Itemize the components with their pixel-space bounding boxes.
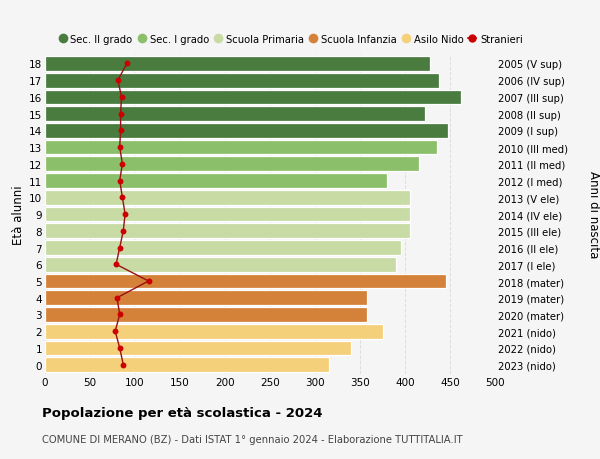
Point <box>113 77 123 84</box>
Bar <box>45 73 439 88</box>
Bar <box>45 90 461 105</box>
Point <box>115 244 125 252</box>
Bar <box>45 324 383 339</box>
Bar <box>45 358 329 372</box>
Point <box>120 211 130 218</box>
Bar <box>45 224 409 239</box>
Text: Popolazione per età scolastica - 2024: Popolazione per età scolastica - 2024 <box>42 406 323 419</box>
Point <box>119 228 128 235</box>
Bar <box>45 291 367 305</box>
Point <box>112 294 122 302</box>
Bar <box>45 257 396 272</box>
Bar <box>45 157 419 172</box>
Bar <box>45 241 401 255</box>
Point <box>115 345 125 352</box>
Bar <box>45 207 409 222</box>
Bar <box>45 341 351 356</box>
Bar <box>45 107 425 122</box>
Point <box>115 144 125 151</box>
Point <box>119 361 128 369</box>
Point <box>116 111 125 118</box>
Point <box>118 194 127 202</box>
Point <box>115 178 125 185</box>
Point <box>110 328 120 335</box>
Point <box>118 161 127 168</box>
Point <box>115 311 125 319</box>
Point <box>116 128 125 135</box>
Bar <box>45 124 448 139</box>
Point <box>112 261 121 269</box>
Y-axis label: Età alunni: Età alunni <box>12 185 25 244</box>
Bar <box>45 274 445 289</box>
Legend: Sec. II grado, Sec. I grado, Scuola Primaria, Scuola Infanzia, Asilo Nido, Stran: Sec. II grado, Sec. I grado, Scuola Prim… <box>55 31 527 49</box>
Point <box>144 278 154 285</box>
Text: COMUNE DI MERANO (BZ) - Dati ISTAT 1° gennaio 2024 - Elaborazione TUTTITALIA.IT: COMUNE DI MERANO (BZ) - Dati ISTAT 1° ge… <box>42 434 463 444</box>
Bar <box>45 308 367 322</box>
Y-axis label: Anni di nascita: Anni di nascita <box>587 171 600 258</box>
Point <box>122 61 132 68</box>
Bar <box>45 140 437 155</box>
Bar <box>45 174 387 189</box>
Bar <box>45 190 409 205</box>
Point <box>116 94 127 101</box>
Bar <box>45 57 430 72</box>
